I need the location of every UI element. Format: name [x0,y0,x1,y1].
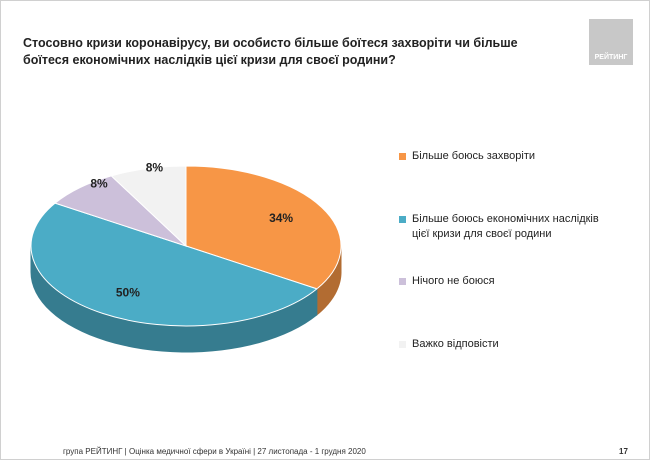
slice [185,165,342,316]
data-label: 50% [116,285,140,299]
legend-swatch [399,216,406,223]
legend-swatch [399,153,406,160]
legend-item: Важко відповісти [399,337,609,352]
logo: РЕЙТИНГ [589,19,633,65]
footer: група РЕЙТИНГ | Оцінка медичної сфери в … [63,447,366,456]
legend-item: Більше боюсь захворіти [399,149,609,164]
slice [110,165,187,248]
page-number: 17 [619,447,628,456]
chart-title: Стосовно кризи коронавірусу, ви особисто… [23,36,518,67]
slice-top [30,202,318,327]
slice-top [110,165,187,248]
data-label: 34% [269,211,293,225]
data-label: 8% [146,161,164,175]
slice [30,202,318,353]
legend-label: Більше боюсь економічних наслідків цієї … [412,213,599,240]
legend-item: Більше боюсь економічних наслідків цієї … [399,212,609,242]
legend-swatch [399,341,406,348]
legend-swatch [399,278,406,285]
legend-label: Важко відповісти [412,338,499,350]
data-label: 8% [90,176,108,190]
legend-label: Більше боюсь захворіти [412,150,536,162]
slice-top [185,165,342,290]
legend-item: Нічого не боюся [399,274,609,289]
legend-label: Нічого не боюся [412,275,495,287]
